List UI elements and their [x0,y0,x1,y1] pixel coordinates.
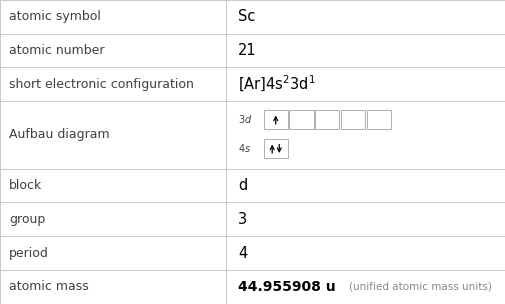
Text: Aufbau diagram: Aufbau diagram [9,129,110,141]
Text: d: d [238,178,247,193]
Text: $4s$: $4s$ [238,143,251,154]
Text: short electronic configuration: short electronic configuration [9,78,194,91]
Bar [315,109,339,129]
Text: $\mathdefault{[Ar]4s^2 3d^1}$: $\mathdefault{[Ar]4s^2 3d^1}$ [238,74,316,95]
Text: 44.955908 u: 44.955908 u [238,280,336,294]
Bar [367,109,391,129]
Text: group: group [9,213,45,226]
Text: atomic mass: atomic mass [9,280,89,293]
Text: Sc: Sc [238,9,256,24]
Text: (unified atomic mass units): (unified atomic mass units) [349,282,492,292]
Bar [341,109,365,129]
Text: atomic symbol: atomic symbol [9,10,101,23]
Text: 3: 3 [238,212,247,227]
Text: block: block [9,179,42,192]
Text: period: period [9,247,49,260]
Text: $3d$: $3d$ [238,113,253,126]
Text: 4: 4 [238,246,247,261]
Bar [264,109,288,129]
Text: atomic number: atomic number [9,44,105,57]
Bar [289,109,314,129]
Text: 21: 21 [238,43,257,58]
Bar [264,139,288,158]
